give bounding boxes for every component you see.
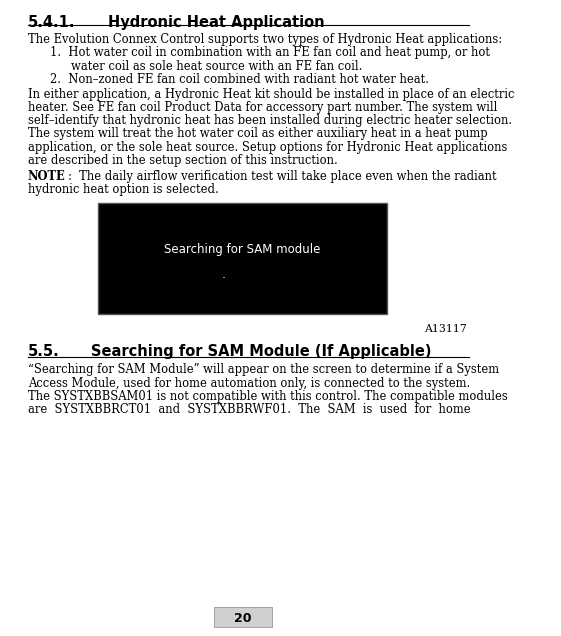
Text: Searching for SAM Module (If Applicable): Searching for SAM Module (If Applicable) <box>91 343 431 359</box>
Text: 5.4.1.: 5.4.1. <box>28 15 75 31</box>
Text: self–identify that hydronic heat has been installed during electric heater selec: self–identify that hydronic heat has bee… <box>28 114 512 127</box>
Text: application, or the sole heat source. Setup options for Hydronic Heat applicatio: application, or the sole heat source. Se… <box>28 141 507 154</box>
Text: 20: 20 <box>234 612 251 625</box>
Text: NOTE: NOTE <box>28 170 66 183</box>
Text: Hydronic Heat Application: Hydronic Heat Application <box>108 15 324 31</box>
Text: .: . <box>222 268 226 281</box>
Text: The SYSTXBBSAM01 is not compatible with this control. The compatible modules: The SYSTXBBSAM01 is not compatible with … <box>28 390 508 403</box>
Text: Searching for SAM module: Searching for SAM module <box>164 243 321 256</box>
Text: 2.  Non–zoned FE fan coil combined with radiant hot water heat.: 2. Non–zoned FE fan coil combined with r… <box>49 73 429 86</box>
Text: :  The daily airflow verification test will take place even when the radiant: : The daily airflow verification test wi… <box>67 170 496 183</box>
FancyBboxPatch shape <box>214 607 272 627</box>
Text: A13117: A13117 <box>424 324 467 333</box>
Text: The Evolution Connex Control supports two types of Hydronic Heat applications:: The Evolution Connex Control supports tw… <box>28 33 502 46</box>
Text: are  SYSTXBBRCT01  and  SYSTXBBRWF01.  The  SAM  is  used  for  home: are SYSTXBBRCT01 and SYSTXBBRWF01. The S… <box>28 403 471 417</box>
Text: 1.  Hot water coil in combination with an FE fan coil and heat pump, or hot: 1. Hot water coil in combination with an… <box>49 46 490 59</box>
Text: The system will treat the hot water coil as either auxiliary heat in a heat pump: The system will treat the hot water coil… <box>28 127 488 141</box>
Text: heater. See FE fan coil Product Data for accessory part number. The system will: heater. See FE fan coil Product Data for… <box>28 101 497 114</box>
Text: are described in the setup section of this instruction.: are described in the setup section of th… <box>28 154 338 167</box>
Text: In either application, a Hydronic Heat kit should be installed in place of an el: In either application, a Hydronic Heat k… <box>28 88 514 100</box>
Text: “Searching for SAM Module” will appear on the screen to determine if a System: “Searching for SAM Module” will appear o… <box>28 363 499 377</box>
Bar <box>98 204 388 314</box>
Text: water coil as sole heat source with an FE fan coil.: water coil as sole heat source with an F… <box>71 60 363 73</box>
Text: 5.5.: 5.5. <box>28 343 59 359</box>
Text: Access Module, used for home automation only, is connected to the system.: Access Module, used for home automation … <box>28 377 470 390</box>
Text: hydronic heat option is selected.: hydronic heat option is selected. <box>28 183 219 197</box>
